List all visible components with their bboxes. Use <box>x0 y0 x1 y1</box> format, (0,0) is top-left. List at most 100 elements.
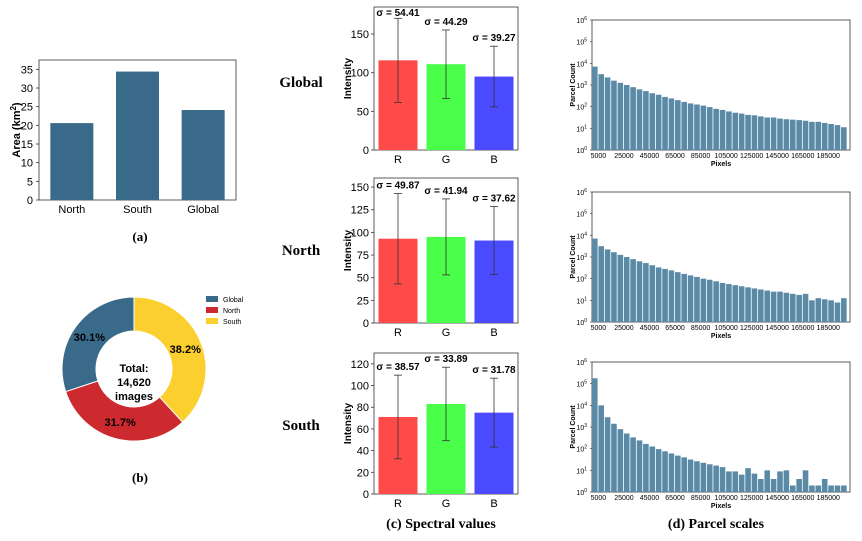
spectral-ylabel: Intensity <box>343 230 354 272</box>
spectral-std-label: σ = 38.57 <box>376 362 420 373</box>
parcel-bin <box>834 485 841 492</box>
parcel-bin <box>713 281 719 322</box>
donut-center <box>102 337 166 401</box>
parcel-ytick-label: 104 <box>576 59 587 68</box>
spectral-xtick-label: G <box>442 154 451 166</box>
parcel-bin <box>828 124 834 150</box>
parcel-bin <box>662 451 668 492</box>
parcel-bin <box>636 261 643 322</box>
spectral-ytick-label: 80 <box>357 402 369 414</box>
parcel-xlabel: Pixels <box>711 503 731 510</box>
parcel-bin <box>668 453 675 492</box>
parcel-xtick-label: 105000 <box>714 495 737 502</box>
parcel-bin <box>675 100 681 150</box>
parcel-bin <box>783 119 790 150</box>
parcel-xtick-label: 185000 <box>817 325 840 332</box>
parcel-ytick-label: 103 <box>576 423 587 432</box>
parcel-bin <box>809 300 815 322</box>
spectral-xtick-label: B <box>490 327 497 339</box>
parcel-bin <box>770 291 777 322</box>
parcel-bin <box>611 252 617 322</box>
parcel-bin <box>643 443 649 492</box>
parcel-bin <box>815 298 822 322</box>
parcel-ytick-label: 100 <box>576 146 587 155</box>
parcel-bin <box>611 423 617 492</box>
parcel-xtick-label: 125000 <box>740 495 763 502</box>
spectral-ytick-label: 0 <box>363 318 369 330</box>
legend-swatch <box>206 318 218 324</box>
parcel-bin <box>675 455 681 492</box>
parcel-xtick-label: 5000 <box>591 153 607 160</box>
row-label-south: South <box>282 418 320 434</box>
parcel-xtick-label: 45000 <box>640 325 660 332</box>
parcel-bin <box>636 89 643 150</box>
parcel-bin <box>687 459 694 492</box>
spectral-ytick-label: 120 <box>351 359 369 371</box>
parcel-bin <box>745 114 751 150</box>
parcel-ytick-label: 100 <box>576 488 587 497</box>
parcel-xtick-label: 85000 <box>691 495 711 502</box>
parcel-bin <box>681 457 687 492</box>
parcel-bin <box>592 378 598 492</box>
parcel-ylabel: Parcel Count <box>570 235 577 279</box>
parcel-bin <box>706 464 713 492</box>
spectral-xtick-label: G <box>442 327 451 339</box>
parcel-xtick-label: 25000 <box>614 153 634 160</box>
parcel-bin <box>623 257 630 322</box>
parcel-bin <box>592 238 598 322</box>
parcel-bin <box>617 429 624 492</box>
spectral-ytick-label: 20 <box>357 467 369 479</box>
parcel-bin <box>694 461 700 492</box>
parcel-bin <box>777 118 783 150</box>
parcel-bin <box>700 105 707 150</box>
spectral-std-label: σ = 31.78 <box>472 365 516 376</box>
parcel-xlabel: Pixels <box>711 161 731 168</box>
area-ytick-label: 30 <box>21 83 33 95</box>
parcel-xtick-label: 165000 <box>791 495 814 502</box>
parcel-bin <box>617 82 624 150</box>
area-ytick-label: 20 <box>21 120 33 132</box>
parcel-bin <box>668 270 675 322</box>
parcel-bin <box>764 470 771 492</box>
parcel-bin <box>796 479 802 492</box>
parcel-bin <box>789 485 796 492</box>
parcel-ytick-label: 102 <box>576 445 587 454</box>
area-ytick-label: 0 <box>27 195 33 207</box>
spectral-ytick-label: 100 <box>351 227 369 239</box>
area-bar <box>50 123 94 200</box>
donut-center-line-2: 14,620 <box>117 377 151 389</box>
spectral-bar-charts: 0 50 100 150 Intensity σ = 54.41 Rσ = 44.29 Gσ … <box>343 6 519 510</box>
spectral-ytick-label: 40 <box>357 446 369 458</box>
parcel-ytick-label: 103 <box>576 253 587 262</box>
parcel-xtick-label: 5000 <box>591 495 607 502</box>
parcels-caption: (d) Parcel scales <box>668 517 765 532</box>
parcel-xtick-label: 25000 <box>614 325 634 332</box>
parcel-bin <box>719 467 726 492</box>
parcel-xtick-label: 45000 <box>640 495 660 502</box>
parcel-bin <box>598 74 604 150</box>
parcel-bin <box>604 249 611 322</box>
spectral-ytick-label: 0 <box>363 145 369 157</box>
parcel-bin <box>706 279 713 322</box>
parcel-bin <box>802 470 809 492</box>
parcel-ytick-label: 106 <box>576 358 587 367</box>
parcel-bin <box>630 437 636 492</box>
spectral-xtick-label: B <box>490 498 497 510</box>
parcel-bin <box>834 302 841 322</box>
parcel-xtick-label: 145000 <box>766 495 789 502</box>
spectral-xtick-label: R <box>394 327 402 339</box>
donut-slice-label: 31.7% <box>105 417 136 429</box>
legend-swatch <box>206 307 218 313</box>
parcel-ytick-label: 102 <box>576 275 587 284</box>
parcel-bin <box>649 265 656 322</box>
parcel-bin <box>630 259 636 322</box>
parcel-bin <box>623 85 630 150</box>
spectral-xtick-label: B <box>490 154 497 166</box>
area-bar <box>181 110 225 200</box>
parcel-bin <box>700 278 707 322</box>
parcel-bin <box>655 449 662 492</box>
donut-slice-global <box>61 296 135 393</box>
spectral-ytick-label: 150 <box>351 182 369 194</box>
spectral-ytick-label: 125 <box>351 205 369 217</box>
